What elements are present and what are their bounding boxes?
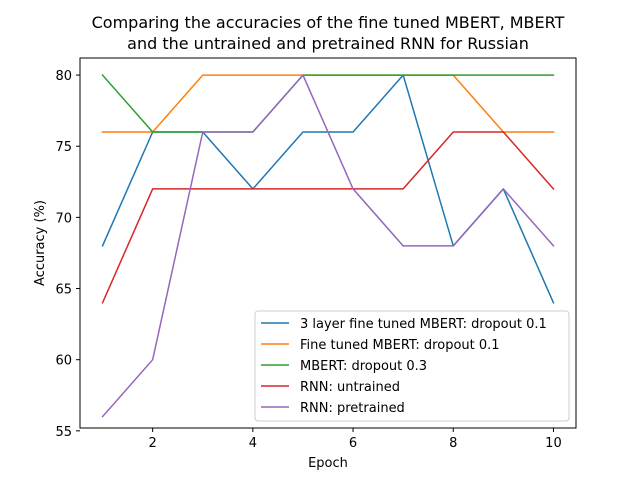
legend-label-5: RNN: pretrained — [300, 401, 405, 416]
series-layer — [101, 74, 555, 418]
legend-label-2: Fine tuned MBERT: dropout 0.1 — [300, 338, 500, 353]
y-tick-label: 70 — [55, 211, 72, 226]
y-tick-label: 80 — [55, 69, 72, 84]
y-tick-label: 65 — [55, 283, 72, 298]
x-tick-label: 6 — [349, 436, 357, 451]
plot-area-frame — [79, 57, 577, 429]
y-tick-label: 55 — [55, 425, 72, 440]
chart-title-line-2: and the untrained and pretrained RNN for… — [127, 34, 529, 53]
series-line-5 — [101, 74, 555, 418]
legend: 3 layer fine tuned MBERT: dropout 0.1 Fin… — [254, 310, 570, 422]
legend-label-3: MBERT: dropout 0.3 — [300, 359, 427, 374]
legend-frame — [254, 310, 570, 422]
legend-label-1: 3 layer fine tuned MBERT: dropout 0.1 — [300, 317, 547, 332]
series-line-4 — [101, 131, 555, 304]
legend-label-4: RNN: untrained — [300, 380, 400, 395]
y-tick-label: 75 — [55, 140, 72, 155]
series-line-3 — [101, 74, 555, 133]
y-axis-label: Accuracy (%) — [33, 200, 48, 286]
chart-title-line-1: Comparing the accuracies of the fine tun… — [92, 13, 565, 32]
axes-layer: 2 4 6 8 10 55 60 65 70 75 80 — [55, 69, 561, 451]
x-tick-label: 2 — [149, 436, 157, 451]
x-tick-label: 10 — [545, 436, 562, 451]
x-axis-label: Epoch — [308, 456, 348, 471]
y-tick-label: 60 — [55, 354, 72, 369]
x-tick-label: 8 — [449, 436, 457, 451]
x-tick-label: 4 — [249, 436, 257, 451]
